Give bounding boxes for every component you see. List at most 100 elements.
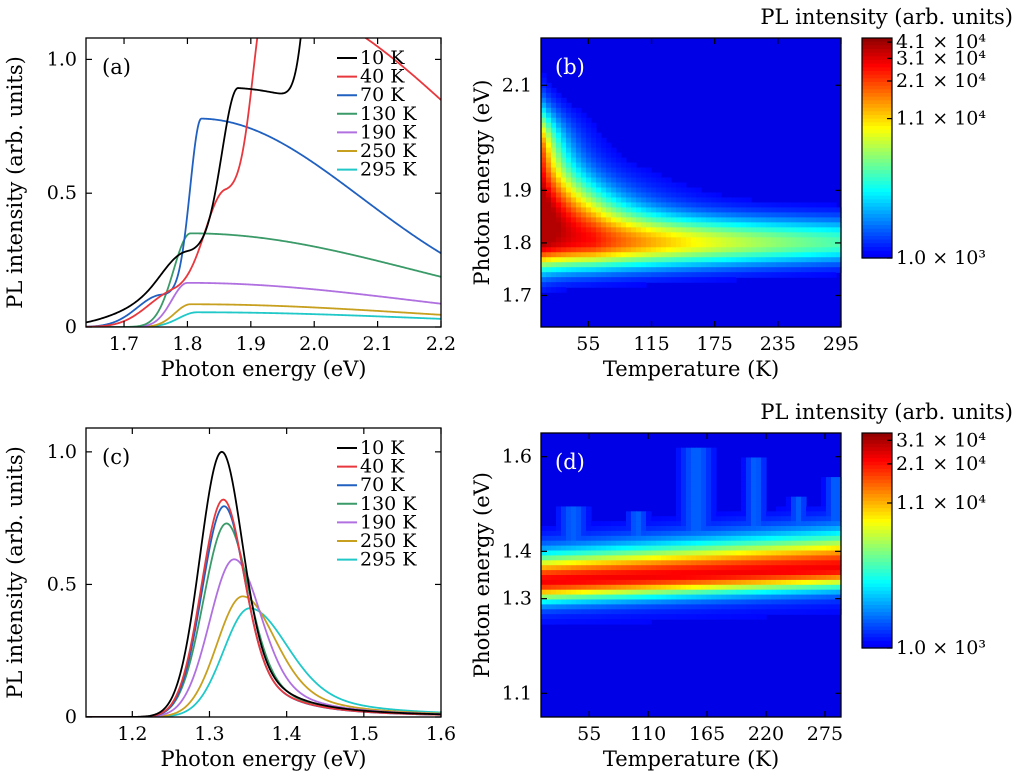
heatmap-cell <box>671 207 677 213</box>
heatmap-cell <box>796 516 802 522</box>
heatmap-cell <box>631 530 637 537</box>
heatmap-cell <box>806 589 812 596</box>
heatmap-cell <box>691 575 697 581</box>
heatmap-cell <box>701 599 707 605</box>
heatmap-cell <box>776 540 782 547</box>
heatmap-cell <box>721 550 727 557</box>
heatmap-cell <box>691 222 697 228</box>
heatmap-cell <box>776 550 782 557</box>
heatmap-cell <box>811 560 817 566</box>
heatmap-cell <box>806 506 812 512</box>
heatmap-cell <box>716 565 722 571</box>
heatmap-cell <box>591 202 597 209</box>
heatmap-cell <box>706 560 712 566</box>
heatmap-cell <box>786 202 792 209</box>
heatmap-cell <box>746 506 752 512</box>
y-tick-label: 1.7 <box>502 284 532 306</box>
heatmap-cell <box>741 589 747 596</box>
heatmap-cell <box>706 247 712 253</box>
heatmap-cell <box>731 535 737 542</box>
heatmap-cell <box>676 467 682 473</box>
heatmap-cell <box>596 277 602 283</box>
heatmap-cell <box>586 162 592 169</box>
heatmap-cell <box>561 594 567 601</box>
heatmap-cell <box>706 452 712 459</box>
heatmap-cell <box>556 540 562 547</box>
heatmap-cell <box>796 535 802 542</box>
colorbar-frame <box>861 37 893 259</box>
heatmap-cell <box>776 575 782 581</box>
heatmap-cell <box>571 535 577 542</box>
heatmap-cell <box>826 511 832 517</box>
heatmap-cell <box>621 604 627 610</box>
heatmap-cell <box>736 526 742 532</box>
heatmap-cell <box>591 530 597 537</box>
heatmap-cell <box>751 272 757 278</box>
heatmap-cell <box>596 599 602 605</box>
heatmap-cell <box>811 594 817 601</box>
heatmap-cell <box>611 177 617 184</box>
heatmap-cell <box>666 579 672 586</box>
heatmap-cell <box>696 481 702 488</box>
heatmap-cell <box>741 222 747 228</box>
heatmap-cell <box>576 535 582 542</box>
heatmap-cell <box>586 227 592 233</box>
heatmap-cell <box>596 162 602 169</box>
heatmap-cell <box>626 516 632 522</box>
heatmap-cell <box>551 197 557 204</box>
heatmap-cell <box>676 277 682 283</box>
heatmap-cell <box>821 222 827 228</box>
heatmap-cell <box>786 217 792 223</box>
heatmap-cell <box>691 550 697 557</box>
heatmap-cell <box>581 506 587 512</box>
heatmap-cell <box>656 272 662 278</box>
heatmap-cell <box>546 599 552 605</box>
heatmap-cell <box>766 530 772 537</box>
heatmap-cell <box>631 282 637 288</box>
heatmap-cell <box>566 272 572 278</box>
heatmap-cell <box>631 609 637 615</box>
heatmap-cell <box>716 526 722 532</box>
heatmap-cell <box>611 147 617 154</box>
heatmap-cell <box>791 540 797 547</box>
heatmap-cell <box>566 157 572 164</box>
heatmap-cell <box>696 207 702 213</box>
heatmap-cell <box>751 540 757 547</box>
heatmap-cell <box>586 609 592 615</box>
heatmap-cell <box>676 202 682 209</box>
heatmap-cell <box>836 526 842 532</box>
heatmap-cell <box>686 252 692 258</box>
heatmap-cell <box>596 247 602 253</box>
heatmap-cell <box>666 207 672 213</box>
heatmap-cell <box>756 545 762 552</box>
heatmap-cell <box>606 182 612 189</box>
heatmap-cell <box>666 575 672 581</box>
heatmap-cell <box>721 252 727 258</box>
heatmap-cell <box>726 252 732 258</box>
heatmap-cell <box>586 614 592 620</box>
heatmap-cell <box>566 560 572 566</box>
heatmap-cell <box>596 282 602 288</box>
heatmap-cell <box>711 501 717 508</box>
heatmap-cell <box>581 247 587 253</box>
heatmap-cell <box>801 207 807 213</box>
heatmap-cell <box>636 594 642 601</box>
y-tick-label: 1.9 <box>502 179 532 201</box>
heatmap-cell <box>546 207 552 213</box>
heatmap-cell <box>736 232 742 238</box>
heatmap-cell <box>546 277 552 283</box>
heatmap-cell <box>746 247 752 253</box>
heatmap-cell <box>546 167 552 174</box>
heatmap-cell <box>731 530 737 537</box>
heatmap-cell <box>546 242 552 248</box>
heatmap-cell <box>836 545 842 552</box>
heatmap-cell <box>631 579 637 586</box>
heatmap-cell <box>651 545 657 552</box>
heatmap-cell <box>721 511 727 517</box>
heatmap-cell <box>791 609 797 615</box>
heatmap-cell <box>736 207 742 213</box>
heatmap-cell <box>676 197 682 204</box>
heatmap-cell <box>731 232 737 238</box>
heatmap-cell <box>596 207 602 213</box>
heatmap-cell <box>576 227 582 233</box>
